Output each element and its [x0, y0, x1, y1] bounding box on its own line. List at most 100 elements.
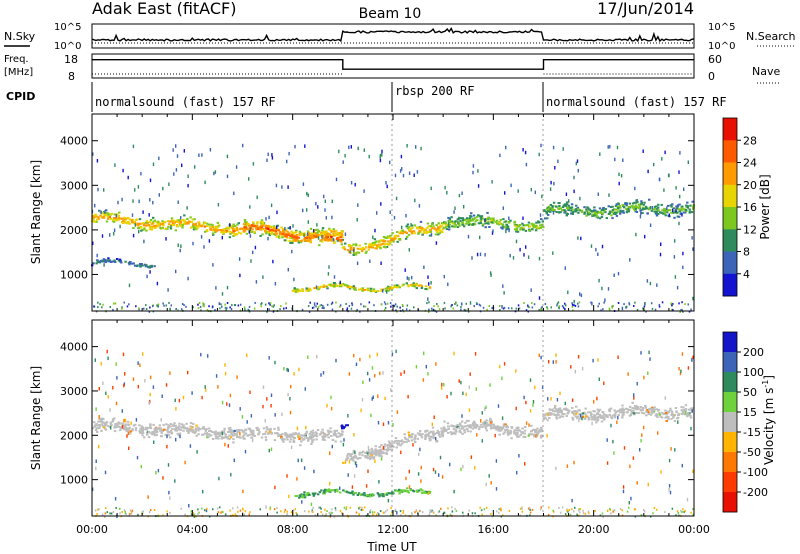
power-clutter-point — [321, 307, 324, 309]
velocity-colorbar-blocks — [723, 332, 737, 513]
velocity-scatter-point — [495, 428, 498, 431]
power-scatter-point — [513, 221, 516, 224]
power-scatter-point — [261, 222, 265, 225]
power-scatter-point — [575, 204, 578, 207]
power-scatter-point — [341, 236, 344, 239]
power-scatter-point — [141, 264, 144, 267]
velocity-scatter-point — [484, 420, 487, 423]
power-noise-point — [382, 289, 384, 293]
power-scatter-point — [454, 224, 458, 227]
velocity-scatter-point — [489, 417, 492, 420]
velocity-scatter-point — [598, 413, 602, 416]
velocity-scatter-point — [171, 427, 174, 430]
power-scatter-point — [664, 210, 667, 213]
velocity-scatter-point — [463, 431, 466, 434]
power-scatter-point — [354, 243, 358, 246]
velocity-scatter-point — [635, 405, 638, 408]
velocity-noise-point — [691, 409, 693, 413]
velocity-clutter-point — [241, 511, 244, 514]
cpid-segment-1: normalsound (fast) 157 RF — [95, 95, 276, 109]
velocity-scatter-point — [400, 490, 404, 493]
power-scatter-point — [91, 215, 95, 218]
velocity-scatter-point — [323, 492, 326, 495]
velocity-noise-point — [354, 450, 356, 455]
velocity-scatter-point — [164, 433, 167, 436]
power-scatter-point — [212, 233, 215, 236]
power-scatter-point — [307, 237, 311, 240]
power-scatter-point — [514, 228, 517, 231]
velocity-scatter-point — [344, 424, 348, 427]
velocity-scatter-point — [299, 444, 302, 447]
velocity-scatter-point — [498, 427, 501, 430]
velocity-scatter-point — [361, 454, 364, 457]
velocity-noise-point — [461, 414, 463, 418]
power-clutter-point — [157, 305, 159, 308]
velocity-noise-point — [387, 498, 390, 503]
velocity-noise-point — [380, 457, 383, 461]
power-scatter-point — [339, 240, 342, 243]
power-scatter-point — [192, 223, 195, 226]
velocity-scatter-point — [99, 420, 102, 423]
velocity-scatter-point — [358, 451, 361, 454]
power-scatter-point — [614, 213, 617, 215]
power-clutter-point — [248, 305, 251, 308]
velocity-noise-point — [546, 433, 548, 438]
velocity-scatter-point — [677, 414, 680, 416]
power-clutter-point — [515, 307, 518, 310]
velocity-scatter-point — [327, 431, 330, 434]
power-scatter-point — [666, 209, 670, 212]
velocity-scatter-point — [473, 426, 476, 429]
power-scatter-point — [691, 200, 694, 203]
velocity-clutter-point — [248, 513, 250, 516]
power-scatter-point — [364, 251, 367, 254]
velocity-scatter-point — [170, 432, 173, 435]
power-scatter-point — [152, 216, 155, 219]
power-scatter-point — [484, 219, 487, 222]
velocity-noise-point — [347, 414, 349, 418]
power-scatter-point — [505, 228, 508, 231]
radar-title: Adak East (fitACF) — [92, 0, 236, 18]
velocity-scatter-point — [250, 436, 253, 439]
power-scatter-point — [393, 284, 396, 287]
velocity-noise-point — [570, 365, 572, 369]
power-scatter-point — [612, 212, 616, 215]
power-scatter-point — [232, 223, 235, 226]
power-ytick-label: 4000 — [60, 135, 88, 148]
velocity-scatter-point — [346, 424, 349, 427]
velocity-scatter-point — [670, 410, 674, 413]
velocity-clutter-point — [269, 508, 271, 511]
velocity-clutter-point — [447, 507, 449, 510]
power-scatter-point — [633, 209, 636, 212]
velocity-scatter-point — [383, 445, 386, 448]
power-scatter-point — [233, 227, 236, 230]
power-scatter-point — [275, 232, 278, 234]
power-noise-point — [477, 184, 480, 188]
power-scatter-point — [415, 283, 419, 286]
power-scatter-point — [439, 229, 442, 232]
power-scatter-point — [305, 237, 309, 240]
velocity-scatter-point — [366, 494, 369, 497]
power-scatter-point — [544, 217, 547, 220]
power-noise-point — [389, 210, 391, 214]
velocity-scatter-point — [435, 432, 438, 434]
power-noise-point — [620, 174, 623, 178]
power-scatter-point — [301, 290, 304, 292]
velocity-scatter-point — [262, 427, 266, 430]
power-scatter-point — [445, 224, 448, 227]
power-scatter-point — [181, 224, 185, 227]
power-scatter-point — [577, 211, 580, 214]
power-scatter-point — [141, 228, 144, 231]
power-scatter-point — [326, 287, 329, 290]
power-clutter-point — [148, 310, 151, 313]
power-noise-point — [539, 213, 542, 217]
velocity-scatter-point — [588, 417, 591, 419]
velocity-scatter-point — [207, 435, 210, 438]
velocity-noise-point — [372, 493, 374, 497]
velocity-noise-point — [649, 357, 651, 361]
power-scatter-point — [448, 228, 451, 231]
velocity-noise-point — [224, 371, 227, 376]
power-clutter-point — [557, 301, 560, 304]
velocity-scatter-point — [347, 491, 350, 494]
velocity-scatter-point — [224, 436, 228, 439]
power-noise-point — [363, 189, 365, 193]
